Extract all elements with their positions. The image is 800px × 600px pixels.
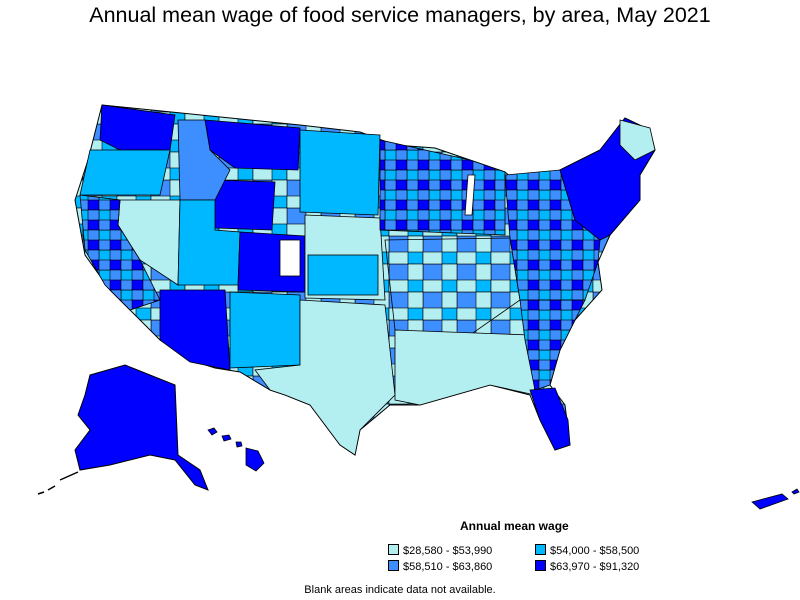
us-virgin-islands: [791, 488, 800, 495]
legend-label-4: $63,970 - $91,320: [550, 561, 640, 573]
region-kansas: [307, 254, 379, 296]
region-new-mexico: [229, 291, 301, 369]
legend-label-1: $28,580 - $53,990: [403, 545, 493, 557]
region-maine: [619, 119, 656, 161]
alaska-aleutians: [37, 471, 79, 495]
legend-item-3: $58,510 - $63,860: [388, 560, 492, 573]
footnote: Blank areas indicate data not available.: [304, 584, 496, 596]
hawaii: [207, 427, 265, 472]
region-blank-colorado: [279, 239, 301, 277]
region-texas: [254, 299, 396, 456]
legend-swatch-4: [535, 560, 546, 571]
region-upper-midwest: [379, 139, 506, 236]
alaska: [74, 364, 209, 491]
legend-item-4: $63,970 - $91,320: [535, 560, 639, 573]
region-dakotas: [299, 129, 381, 216]
legend-label-2: $54,000 - $58,500: [550, 545, 640, 557]
legend-swatch-2: [535, 544, 546, 555]
legend-label-3: $58,510 - $63,860: [403, 561, 493, 573]
region-wyoming: [214, 179, 276, 231]
legend-title: Annual mean wage: [460, 519, 569, 533]
legend-item-2: $54,000 - $58,500: [535, 544, 639, 557]
region-arizona: [159, 289, 231, 371]
map-title: Annual mean wage of food service manager…: [89, 3, 711, 27]
legend-item-1: $28,580 - $53,990: [388, 544, 492, 557]
region-florida: [529, 387, 571, 451]
legend-swatch-1: [388, 544, 399, 555]
region-gulf: [394, 329, 536, 406]
region-oregon: [79, 149, 171, 196]
region-midsouth: [384, 237, 521, 336]
legend-swatch-3: [388, 560, 399, 571]
puerto-rico: [751, 493, 789, 510]
region-blank-michigan: [464, 174, 476, 216]
